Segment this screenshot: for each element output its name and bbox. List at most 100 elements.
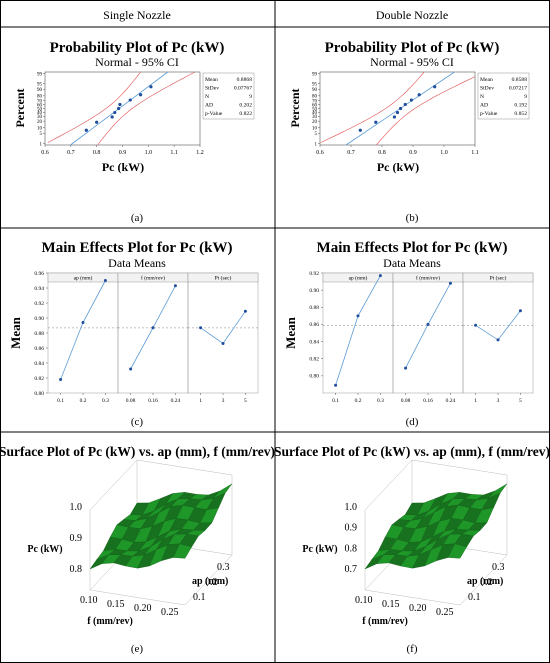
- y-tick-label: 0.90: [309, 288, 319, 294]
- effect-point: [199, 326, 203, 330]
- box-edge: [136, 459, 233, 476]
- main-effects-plot-single: Main Effects Plot for Pc (kW)Data Means M…: [8, 240, 259, 404]
- x-tick-label: 0.08: [126, 398, 136, 404]
- effect-point: [151, 326, 155, 330]
- z-tick-label: 0.9: [345, 523, 358, 534]
- chart-subtitle: Data Means: [383, 256, 441, 270]
- box-edge: [411, 459, 508, 476]
- z-tick-label: 0.8: [345, 543, 358, 554]
- x-tick-label: 0.6: [316, 150, 324, 156]
- y-tick-label: 50: [37, 107, 43, 112]
- stats-label: p-Value: [205, 111, 223, 117]
- header-single-nozzle: Single Nozzle: [103, 8, 171, 22]
- chart-title: Probability Plot of Pc (kW): [50, 40, 225, 56]
- surface-plot-single: Surface Plot of Pc (kW) vs. ap (mm), f (…: [0, 444, 275, 627]
- facet-frame: [187, 272, 259, 394]
- surface-patch: [172, 543, 192, 559]
- x-tick-label: 1.1: [471, 150, 479, 156]
- x-axis-label: Pc (kW): [377, 160, 419, 174]
- y-axis-label: Mean: [8, 316, 23, 349]
- stats-value: 9: [524, 94, 527, 100]
- stats-label: AD: [480, 103, 488, 109]
- x-tick-label: 0.8: [93, 150, 101, 156]
- effect-point: [404, 366, 408, 370]
- x-tick-label: 0.10: [355, 595, 373, 606]
- header-double-nozzle: Double Nozzle: [376, 8, 448, 22]
- effect-point: [474, 323, 478, 327]
- x-tick-label: 0.8: [378, 150, 386, 156]
- x-tick-label: 0.1: [332, 398, 339, 404]
- y-tick-label: 5: [40, 132, 43, 137]
- x-tick-label: 1.0: [440, 150, 448, 156]
- y-tick-label: 0.2: [480, 577, 493, 588]
- panel-label-b: (b): [406, 212, 419, 224]
- ci-band-lower: [320, 71, 425, 143]
- effect-point: [356, 314, 360, 318]
- y-tick-label: 5: [315, 132, 318, 137]
- y-tick-label: 0.86: [309, 322, 319, 328]
- z-axis-label: Pc (kW): [27, 544, 62, 555]
- y-tick-label: 40: [37, 111, 43, 116]
- x-tick-label: 0.16: [423, 398, 433, 404]
- y-tick-label: 0.84: [309, 339, 319, 345]
- facet-frame: [117, 272, 189, 394]
- data-point: [433, 85, 437, 89]
- y-tick-label: 0.1: [468, 592, 481, 603]
- y-axis-label: Percent: [13, 88, 27, 127]
- x-tick-label: 0.3: [377, 398, 384, 404]
- effect-point: [334, 383, 338, 387]
- stats-value: 0.192: [514, 103, 527, 109]
- data-point: [95, 120, 99, 124]
- facet-label: f (mm/rev): [141, 275, 165, 282]
- y-tick-label: 30: [312, 115, 318, 120]
- z-tick-label: 0.9: [70, 533, 83, 544]
- box-edge: [89, 589, 186, 606]
- x-tick-label: 0.24: [446, 398, 456, 404]
- y-tick-label: 60: [37, 103, 43, 108]
- y-tick-label: 0.88: [34, 331, 44, 337]
- stats-label: p-Value: [480, 111, 498, 117]
- y-tick-label: 0.80: [34, 391, 44, 397]
- x-tick-label: 1.2: [196, 150, 204, 156]
- effect-point: [81, 321, 85, 324]
- data-point: [117, 106, 121, 111]
- y-tick-label: 0.94: [34, 286, 44, 292]
- x-tick-label: 0.10: [80, 595, 98, 606]
- x-tick-label: 5: [519, 398, 522, 404]
- effect-point: [129, 367, 133, 371]
- box-edge: [184, 554, 233, 606]
- y-tick-label: 0.96: [34, 271, 44, 277]
- x-tick-label: 0.15: [107, 599, 125, 610]
- y-tick-label: 95: [312, 83, 318, 88]
- effect-point: [448, 281, 452, 285]
- stats-value: 9: [249, 94, 252, 100]
- y-tick-label: 90: [312, 88, 318, 93]
- stats-value: 0.07767: [234, 86, 252, 92]
- chart-title: Surface Plot of Pc (kW) vs. ap (mm), f (…: [274, 444, 550, 459]
- chart-title: Surface Plot of Pc (kW) vs. ap (mm), f (…: [0, 444, 275, 459]
- facet-label: ap (mm): [74, 275, 93, 282]
- effect-line: [60, 280, 106, 380]
- x-tick-label: 0.7: [347, 150, 355, 156]
- z-tick-label: 1.0: [70, 502, 83, 513]
- stats-value: 0.8588: [512, 77, 528, 83]
- effect-point: [243, 309, 247, 313]
- x-axis-label: f (mm/rev): [87, 616, 133, 627]
- x-tick-label: 0.3: [102, 398, 109, 404]
- y-tick-label: 10: [312, 127, 318, 132]
- y-tick-label: 0.86: [34, 346, 44, 352]
- y-tick-label: 0.88: [309, 305, 319, 311]
- plot-frame: [319, 71, 476, 146]
- stats-value: 0.202: [239, 103, 252, 109]
- data-point: [417, 93, 421, 97]
- z-tick-label: 1.0: [345, 502, 358, 513]
- facet-frame: [322, 272, 394, 394]
- x-tick-label: 0.7: [67, 150, 75, 156]
- stats-label: Mean: [480, 77, 493, 83]
- y-tick-label: 0.90: [34, 316, 44, 322]
- effect-line: [200, 311, 246, 345]
- y-tick-label: 0.92: [34, 301, 44, 307]
- panel-label-e: (e): [131, 643, 144, 655]
- box-edge: [89, 459, 138, 511]
